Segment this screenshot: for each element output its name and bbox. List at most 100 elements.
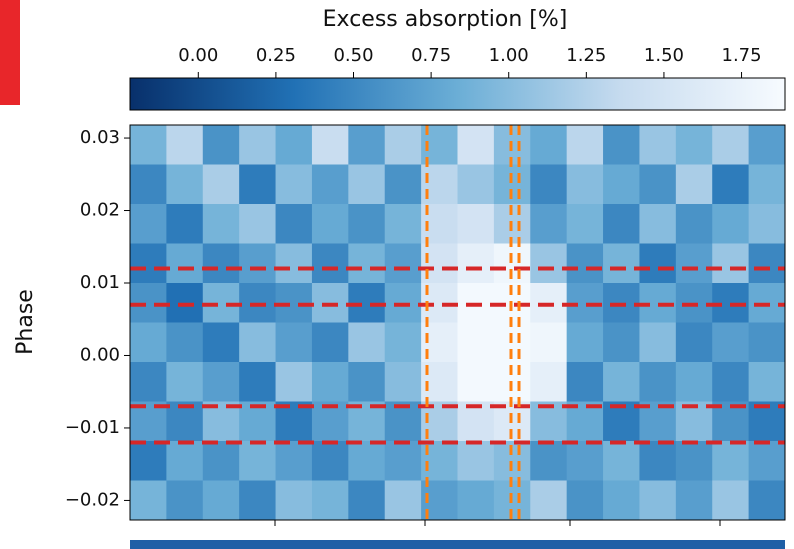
heatmap-cell <box>202 322 240 363</box>
heatmap-cell <box>675 204 713 244</box>
y-tick-label: 0.03 <box>80 127 120 148</box>
colorbar-tick-label: 0.50 <box>333 45 373 66</box>
heatmap-cell <box>130 164 167 205</box>
heatmap-cell <box>457 441 495 481</box>
heatmap-cell <box>384 125 422 165</box>
colorbar-tick-label: 1.25 <box>566 45 606 66</box>
heatmap-cell <box>675 164 713 205</box>
heatmap-cell <box>457 164 495 205</box>
heatmap-cell <box>348 362 386 402</box>
heatmap-cell <box>311 322 349 363</box>
heatmap-cell <box>712 125 750 165</box>
heatmap-cell <box>748 125 786 165</box>
colorbar-tick-label: 1.50 <box>644 45 684 66</box>
colorbar <box>129 77 786 111</box>
heatmap-cell <box>566 480 604 521</box>
heatmap-cell <box>202 243 240 284</box>
heatmap-cell <box>603 441 640 481</box>
heatmap-cell <box>712 164 750 205</box>
heatmap-cell <box>457 480 495 521</box>
heatmap-cell <box>530 362 568 402</box>
heatmap-cell <box>202 480 240 521</box>
colorbar-tick-label: 0.25 <box>256 45 296 66</box>
heatmap-cell <box>384 322 422 363</box>
heatmap-cell <box>348 441 386 481</box>
heatmap-cell <box>566 243 604 284</box>
heatmap-cell <box>748 480 786 521</box>
heatmap-cell <box>239 204 277 244</box>
heatmap-cell <box>311 441 349 481</box>
heatmap-cell <box>311 480 349 521</box>
heatmap-cell <box>384 362 422 402</box>
heatmap-cell <box>712 204 750 244</box>
heatmap-cell <box>457 243 495 284</box>
heatmap-cell <box>748 441 786 481</box>
heatmap-cell <box>712 243 750 284</box>
heatmap-cell <box>166 125 204 165</box>
y-tick-label: −0.01 <box>65 417 120 438</box>
heatmap-cell <box>384 164 422 205</box>
heatmap-cell <box>712 441 750 481</box>
heatmap-cell <box>457 204 495 244</box>
heatmap-cell <box>639 441 677 481</box>
heatmap-cell <box>639 243 677 284</box>
heatmap-cell <box>675 362 713 402</box>
heatmap <box>130 125 786 521</box>
y-tick-label: 0.02 <box>80 200 120 221</box>
heatmap-cell <box>675 322 713 363</box>
heatmap-cell <box>530 480 568 521</box>
heatmap-cell <box>384 243 422 284</box>
reference-lines <box>425 125 521 520</box>
heatmap-cell <box>239 164 277 205</box>
heatmap-cell <box>530 204 568 244</box>
heatmap-cell <box>130 243 167 284</box>
heatmap-cell <box>603 322 640 363</box>
heatmap-cell <box>566 204 604 244</box>
heatmap-cell <box>311 125 349 165</box>
heatmap-cell <box>566 362 604 402</box>
heatmap-cell <box>639 322 677 363</box>
heatmap-cell <box>348 322 386 363</box>
heatmap-cell <box>566 125 604 165</box>
heatmap-cell <box>275 164 313 205</box>
heatmap-cell <box>166 362 204 402</box>
heatmap-cell <box>311 243 349 284</box>
heatmap-cell <box>202 164 240 205</box>
heatmap-cell <box>639 362 677 402</box>
heatmap-cell <box>712 322 750 363</box>
heatmap-cell <box>748 243 786 284</box>
heatmap-cell <box>275 243 313 284</box>
heatmap-cell <box>457 125 495 165</box>
heatmap-cell <box>639 480 677 521</box>
heatmap-cell <box>130 125 167 165</box>
heatmap-cell <box>202 125 240 165</box>
next-panel-fragment <box>130 540 785 549</box>
heatmap-cell <box>166 243 204 284</box>
heatmap-cell <box>639 204 677 244</box>
heatmap-cell <box>166 441 204 481</box>
heatmap-cell <box>239 362 277 402</box>
heatmap-cell <box>130 441 167 481</box>
heatmap-cell <box>130 480 167 521</box>
heatmap-cell <box>239 480 277 521</box>
heatmap-cell <box>712 480 750 521</box>
heatmap-cell <box>675 441 713 481</box>
heatmap-cell <box>239 441 277 481</box>
heatmap-cell <box>311 164 349 205</box>
heatmap-cell <box>239 322 277 363</box>
heatmap-cell <box>166 322 204 363</box>
y-axis-label: Phase <box>13 289 38 355</box>
colorbar-tick-label: 0.00 <box>178 45 218 66</box>
heatmap-cell <box>566 441 604 481</box>
x-ticks <box>274 520 721 526</box>
heatmap-cell <box>457 322 495 363</box>
heatmap-cell <box>348 125 386 165</box>
heatmap-cell <box>530 441 568 481</box>
heatmap-cell <box>311 362 349 402</box>
heatmap-cell <box>566 164 604 205</box>
heatmap-cell <box>202 204 240 244</box>
heatmap-cell <box>384 441 422 481</box>
heatmap-cell <box>275 441 313 481</box>
heatmap-cell <box>275 362 313 402</box>
